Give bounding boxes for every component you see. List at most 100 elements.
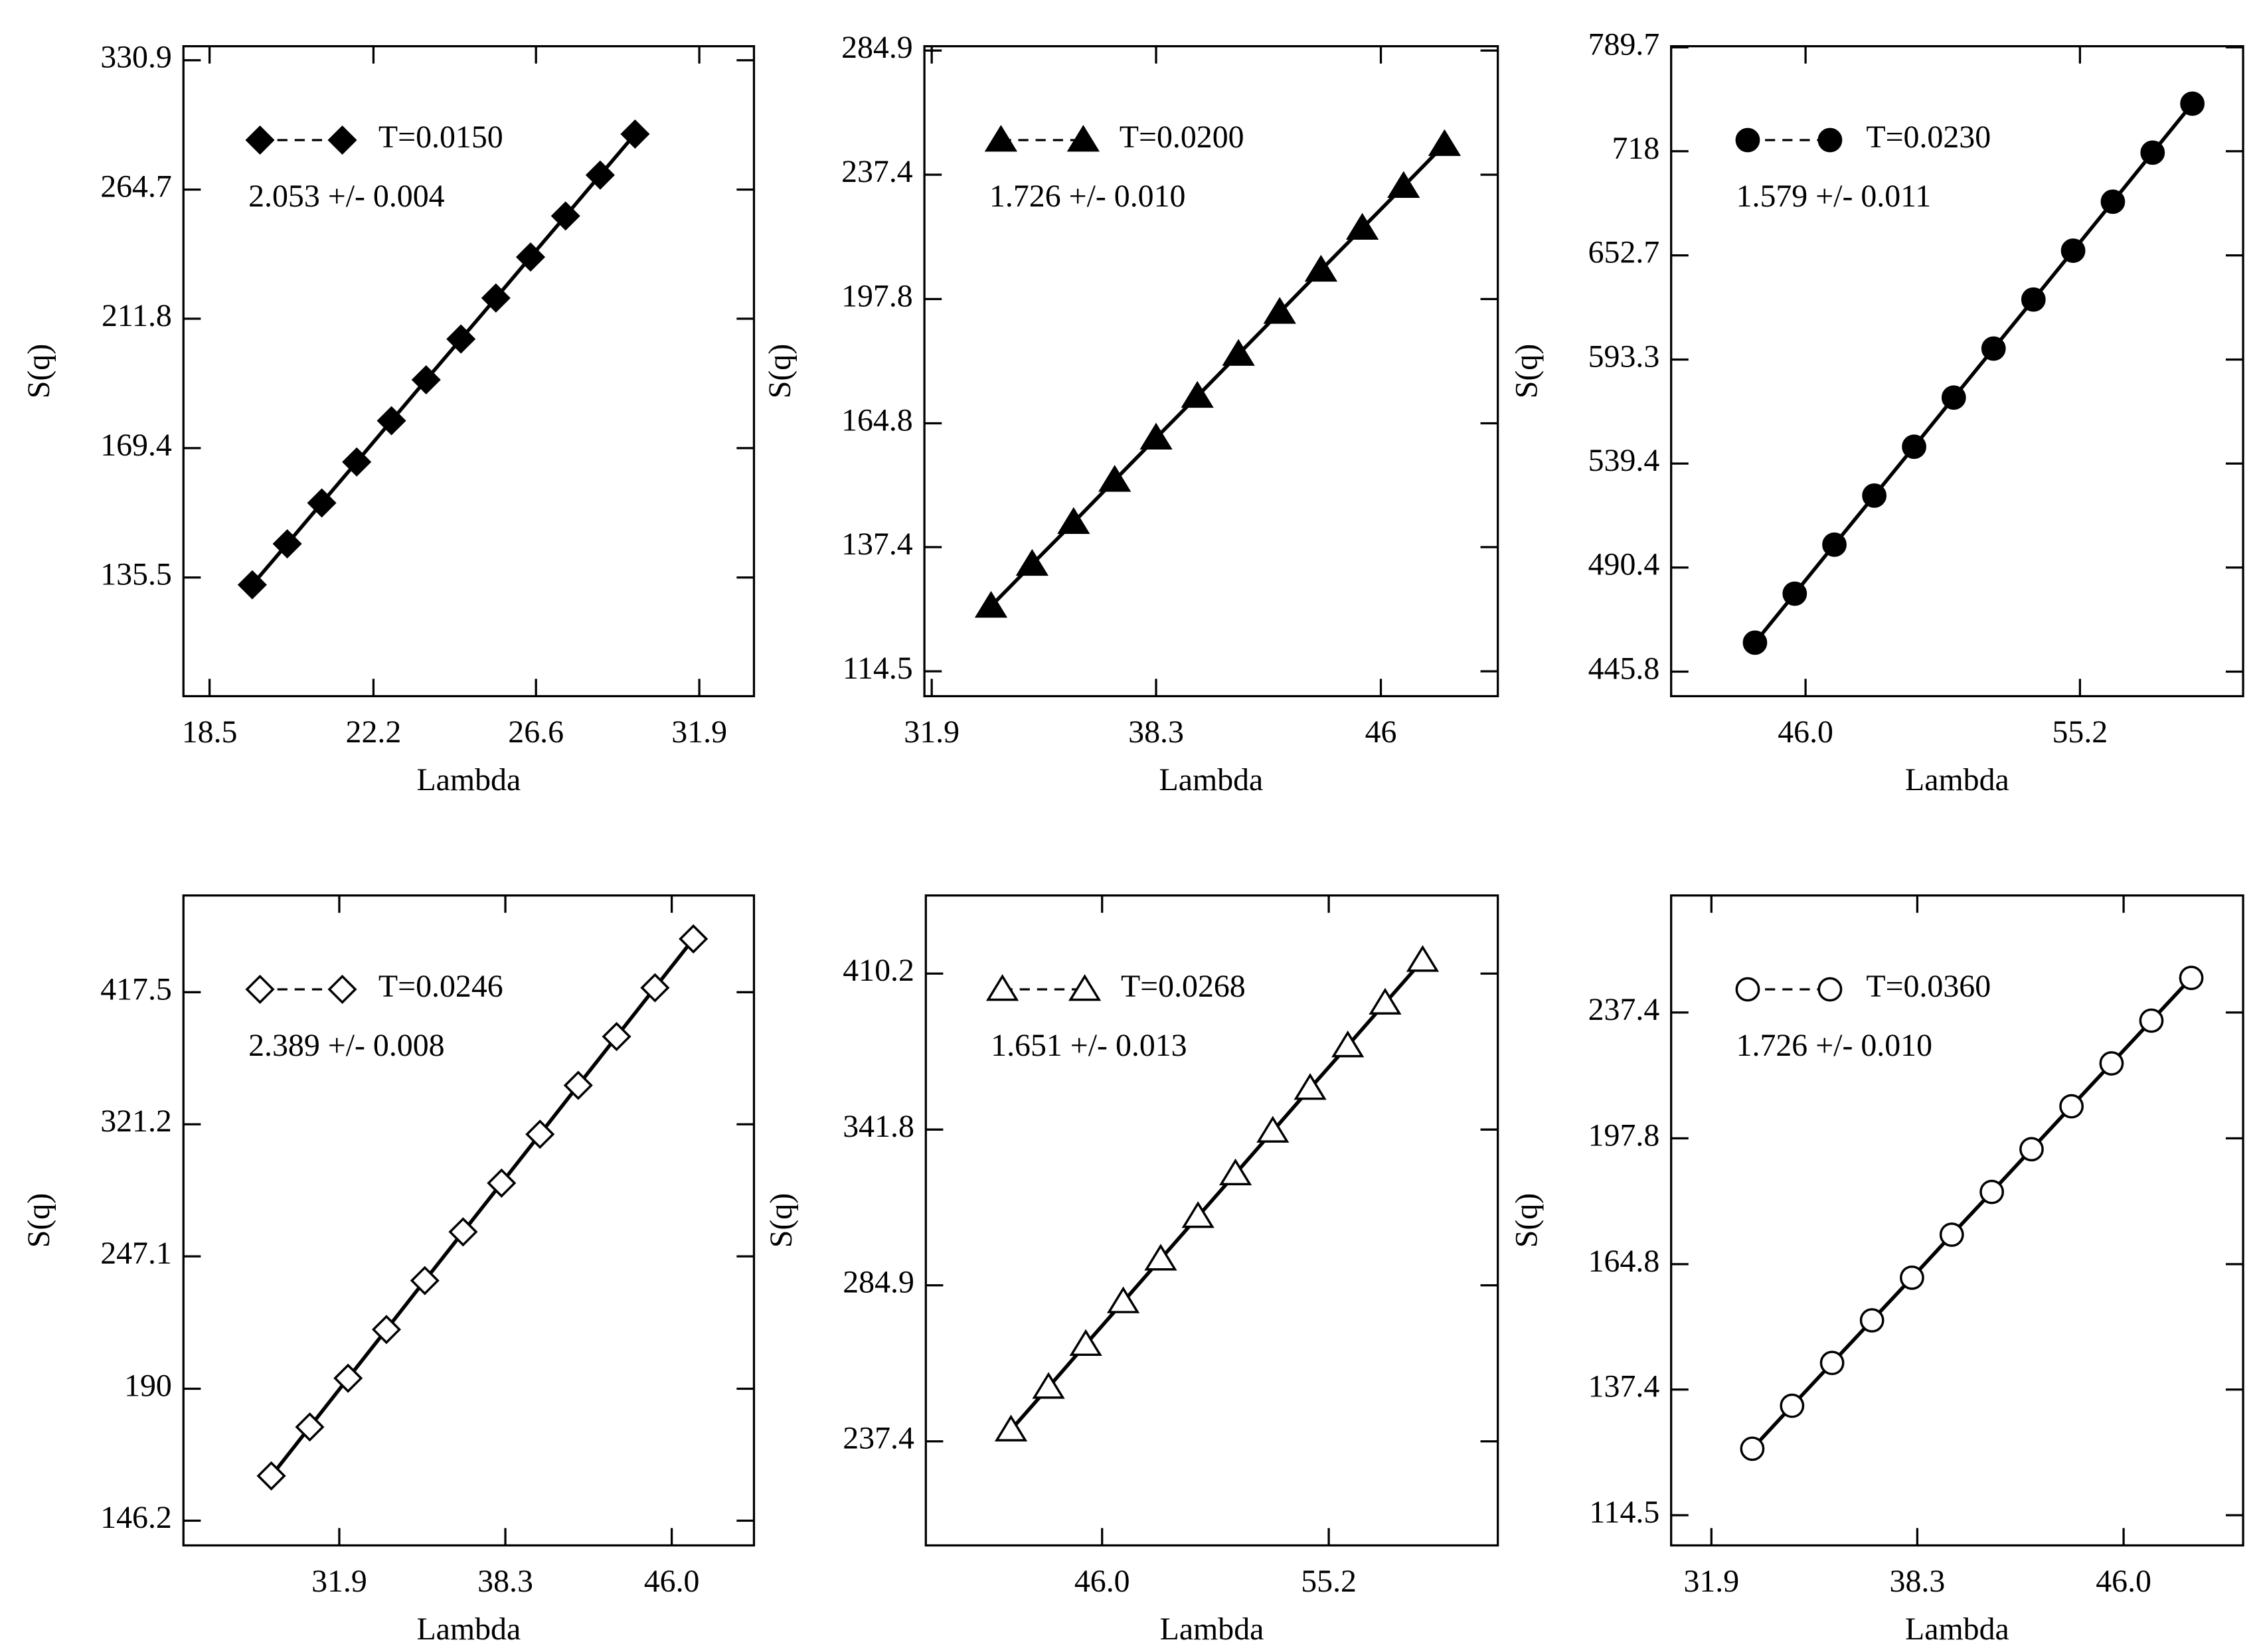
marker (1304, 254, 1338, 282)
x-tick-label: 31.9 (904, 714, 960, 750)
x-tick-label: 31.9 (671, 714, 727, 750)
marker (481, 283, 511, 313)
x-tick-label: 31.9 (1683, 1564, 1739, 1599)
subplot: 18.5 22.2 26.6 31.9 135.5 169.4 211.8 264.7 330.… (21, 40, 756, 797)
legend-marker (245, 974, 275, 1005)
marker (602, 1022, 631, 1052)
marker (2099, 1051, 2124, 1076)
x-tick-label: 46.0 (2096, 1564, 2151, 1599)
y-tick-label: 593.3 (1588, 339, 1660, 374)
marker (585, 160, 615, 190)
x-tick-label: 26.6 (508, 714, 564, 750)
marker (1345, 212, 1379, 240)
marker (1939, 1222, 1964, 1247)
marker (1819, 1351, 1845, 1376)
subplot: 31.9 38.3 46.0 146.2 190 247.1 321.2 417.5 Lambd… (21, 894, 756, 1647)
x-tick-label: 46.0 (644, 1564, 700, 1599)
y-tick-label: 718 (1612, 131, 1660, 166)
subplot: 46.0 55.2 237.4 284.9 341.8 410.2 Lambda S(q) T=… (764, 894, 1499, 1647)
marker (256, 1461, 286, 1491)
y-tick-label: 284.9 (841, 30, 913, 65)
legend-marker (1817, 127, 1843, 153)
y-tick-label: 146.2 (100, 1500, 172, 1535)
marker (1294, 1073, 1327, 1100)
marker (446, 324, 476, 354)
marker (563, 1070, 593, 1100)
y-tick-label: 264.7 (100, 169, 172, 204)
y-tick-label: 114.5 (1589, 1495, 1659, 1530)
legend-marker (1817, 977, 1843, 1002)
marker (2179, 965, 2204, 991)
legend-marker (1735, 977, 1760, 1002)
y-tick-label: 284.9 (843, 1265, 914, 1300)
x-tick-label: 46.0 (1778, 714, 1833, 750)
marker (1144, 1244, 1177, 1271)
legend-marker (984, 125, 1018, 152)
plot-frame (1670, 44, 2244, 698)
x-axis-label: Lambda (1905, 1611, 2009, 1647)
x-tick-label: 55.2 (2052, 714, 2108, 750)
marker (1387, 171, 1420, 198)
y-tick-label: 164.8 (1588, 1244, 1660, 1279)
marker (1263, 297, 1296, 324)
x-axis-label: Lambda (1160, 1611, 1264, 1647)
marker (1822, 532, 1847, 557)
x-axis-label: Lambda (1159, 762, 1264, 797)
y-tick-label: 197.8 (1588, 1117, 1660, 1153)
marker (272, 529, 302, 559)
y-tick-label: 341.8 (843, 1109, 914, 1144)
legend-marker (327, 974, 357, 1005)
subplot: 31.9 38.3 46.0 114.5 137.4 164.8 197.8 237.4 Lam… (1509, 894, 2244, 1647)
y-tick-label: 137.4 (1588, 1369, 1660, 1404)
y-tick-label: 135.5 (100, 557, 172, 592)
y-tick-label: 169.4 (100, 428, 172, 463)
x-tick-label: 46.0 (1074, 1564, 1130, 1599)
marker (1181, 1201, 1214, 1228)
marker (333, 1363, 363, 1393)
marker (295, 1412, 325, 1442)
marker (1181, 380, 1214, 408)
annotation: 1.651 +/- 0.013 (991, 1028, 1187, 1063)
y-tick-label: 237.4 (843, 1421, 914, 1456)
marker (640, 973, 670, 1003)
marker (1862, 483, 1887, 508)
marker (679, 924, 709, 954)
marker (448, 1217, 478, 1247)
marker (342, 447, 372, 477)
marker (371, 1315, 401, 1345)
marker (550, 201, 580, 231)
legend-marker (245, 125, 275, 155)
marker (1428, 129, 1462, 156)
marker (1369, 987, 1402, 1015)
marker (1218, 1158, 1252, 1186)
marker (620, 119, 650, 149)
y-tick-label: 237.4 (841, 154, 913, 189)
marker (974, 590, 1008, 618)
y-tick-label: 114.5 (843, 651, 913, 686)
y-tick-label: 197.8 (841, 278, 913, 313)
x-tick-label: 22.2 (346, 714, 402, 750)
annotation: 2.053 +/- 0.004 (248, 179, 445, 214)
y-tick-label: 237.4 (1588, 992, 1660, 1027)
marker (1032, 1372, 1065, 1399)
y-axis-label: S(q) (764, 1193, 799, 1248)
y-axis-label: S(q) (21, 1193, 56, 1248)
marker (1859, 1308, 1884, 1333)
marker (1406, 945, 1440, 972)
plot-frame (182, 44, 756, 698)
x-tick-label: 55.2 (1301, 1564, 1357, 1599)
y-tick-label: 445.8 (1588, 651, 1660, 687)
marker (2180, 91, 2205, 116)
x-tick-label: 46 (1365, 714, 1397, 750)
annotation: 1.726 +/- 0.010 (989, 179, 1185, 214)
legend-marker (985, 974, 1019, 1001)
legend-marker (1066, 125, 1100, 152)
legend-marker (327, 125, 357, 155)
subplot: 46.0 55.2 445.8 490.4 539.4 593.3 652.7 718 789.… (1509, 27, 2244, 797)
x-tick-label: 38.3 (1890, 1564, 1946, 1599)
y-tick-label: 410.2 (843, 953, 914, 988)
y-tick-label: 137.4 (841, 527, 913, 562)
legend-label: T=0.0246 (378, 969, 503, 1004)
marker (1106, 1286, 1140, 1313)
x-axis-label: Lambda (1905, 762, 2009, 797)
